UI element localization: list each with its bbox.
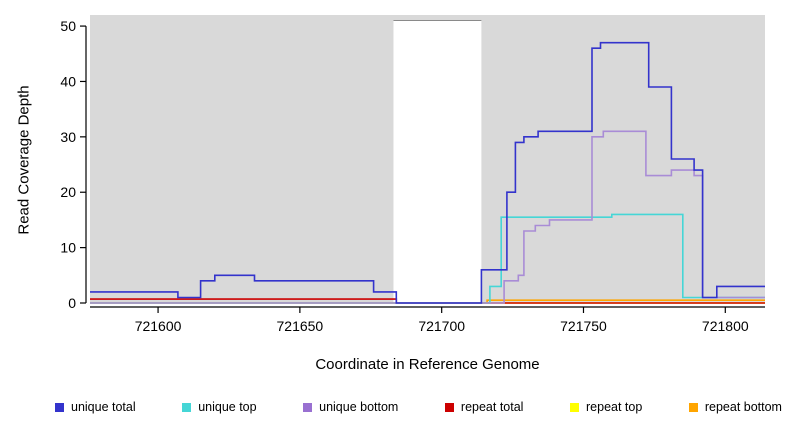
- legend-label: unique total: [71, 400, 136, 414]
- series-unique-total: [90, 41, 765, 304]
- legend-swatch-unique-total: [55, 402, 64, 412]
- x-tick-label: 721600: [135, 318, 182, 334]
- x-tick-label: 721650: [277, 318, 324, 334]
- legend-swatch-repeat-total: [444, 402, 454, 412]
- x-tick-label: 721750: [560, 318, 607, 334]
- legend-item-unique-top: unique top: [182, 400, 257, 414]
- x-tick-label: 721800: [702, 318, 749, 334]
- legend: unique total unique top unique bottom re…: [0, 400, 792, 414]
- legend-item-unique-bottom: unique bottom: [303, 400, 398, 414]
- legend-label: repeat top: [586, 400, 643, 414]
- series-unique-bottom: [90, 130, 765, 304]
- y-tick-label: 0: [68, 295, 76, 311]
- legend-item-repeat-total: repeat total: [444, 400, 524, 414]
- y-tick-label: 40: [60, 73, 76, 89]
- legend-swatch-unique-bottom: [303, 402, 313, 412]
- legend-item-repeat-bottom: repeat bottom: [688, 400, 782, 414]
- coverage-plot: 721600 721650 721700 721750 721800 0 10 20 30 40 5…: [60, 15, 765, 334]
- legend-label: repeat bottom: [704, 400, 782, 414]
- legend-swatch-repeat-top: [570, 402, 579, 412]
- legend-item-unique-total: unique total: [55, 400, 136, 414]
- y-axis-title: Read Coverage Depth: [15, 85, 33, 235]
- x-tick-label: 721700: [418, 318, 465, 334]
- legend-label: unique top: [198, 400, 257, 414]
- coverage-gap-region: [393, 20, 482, 304]
- legend-item-repeat-top: repeat top: [570, 400, 642, 414]
- y-tick-label: 10: [60, 240, 76, 256]
- y-tick-label: 20: [60, 184, 76, 200]
- y-tick-label: 30: [60, 129, 76, 145]
- x-axis-title: Coordinate in Reference Genome: [315, 356, 540, 373]
- series-unique-top: [90, 213, 765, 304]
- legend-label: unique bottom: [319, 400, 399, 414]
- legend-swatch-unique-top: [182, 402, 192, 412]
- legend-swatch-repeat-bottom: [688, 402, 698, 412]
- legend-label: repeat total: [460, 400, 524, 414]
- y-tick-label: 50: [60, 18, 76, 34]
